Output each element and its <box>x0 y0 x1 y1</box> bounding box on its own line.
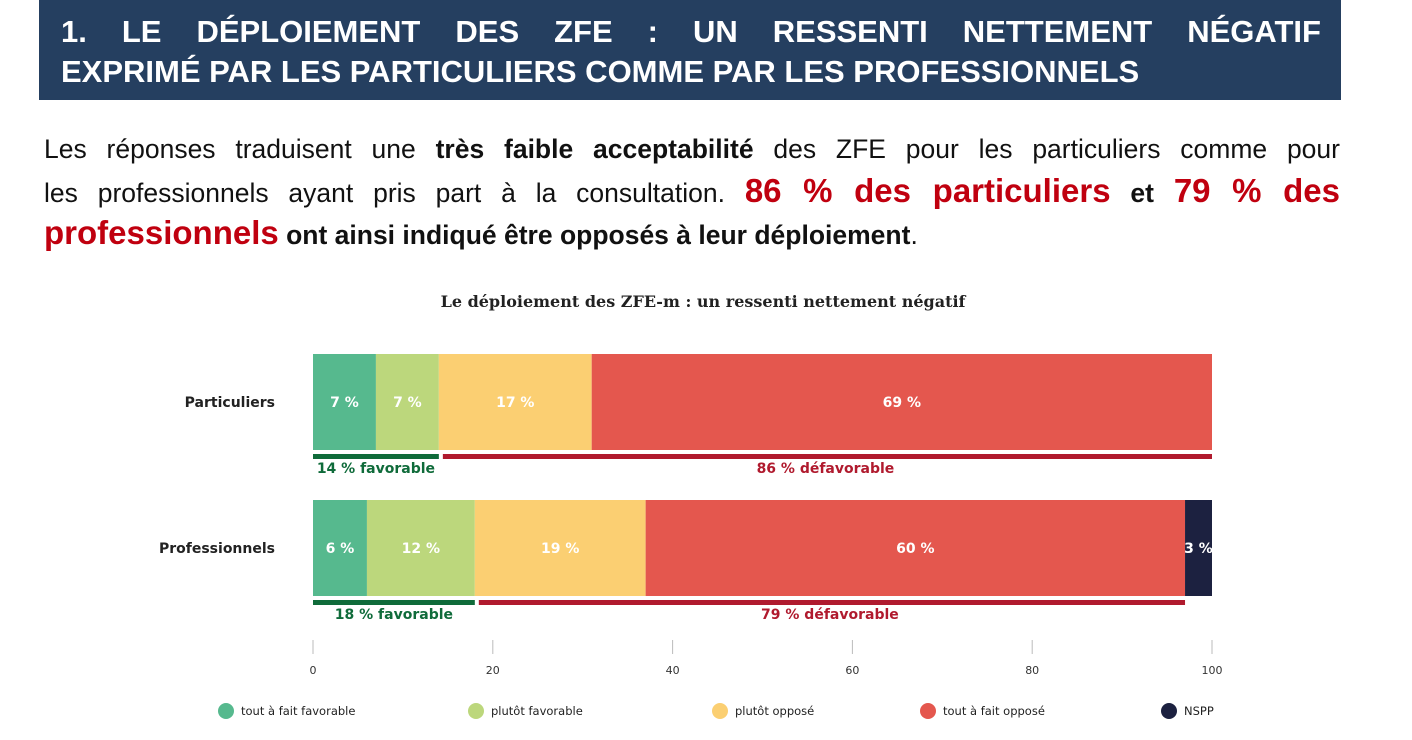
text: des ZFE pour les particuliers comme pour <box>753 134 1340 164</box>
intro-paragraph: Les réponses traduisent une très faible … <box>44 128 1340 254</box>
highlight-text: professionnels <box>44 214 279 251</box>
x-tick-label: 0 <box>310 664 317 677</box>
data-label: 12 % <box>402 541 440 557</box>
bold-text: très faible acceptabilité <box>435 134 754 164</box>
bar-segment <box>375 354 439 450</box>
legend-label: tout à fait opposé <box>943 704 1045 718</box>
bold-text: ont ainsi indiqué être opposés à leur dé… <box>278 220 911 250</box>
bar-segment <box>591 354 1212 450</box>
data-label: 7 % <box>393 395 422 411</box>
bar-segment <box>366 500 475 596</box>
section-header: 1. LE DÉPLOIEMENT DES ZFE : UN RESSENTI … <box>39 0 1341 100</box>
defavorable-bracket <box>442 454 1212 459</box>
data-label: 60 % <box>896 541 934 557</box>
bar-segment <box>1185 500 1212 596</box>
bar-segment <box>438 354 592 450</box>
x-tick-label: 60 <box>845 664 859 677</box>
defavorable-label: 86 % défavorable <box>757 461 895 477</box>
legend-swatch <box>468 703 484 719</box>
data-label: 17 % <box>496 395 534 411</box>
paragraph-line-1: Les réponses traduisent une très faible … <box>44 128 1340 170</box>
legend-swatch <box>218 703 234 719</box>
header-line-2: EXPRIMÉ PAR LES PARTICULIERS COMME PAR L… <box>61 54 1140 89</box>
favorable-label: 18 % favorable <box>335 607 453 623</box>
x-tick-label: 40 <box>666 664 680 677</box>
bar-segment <box>313 354 376 450</box>
defavorable-bracket <box>478 600 1186 605</box>
legend-label: plutôt favorable <box>491 704 583 718</box>
data-label: 6 % <box>326 541 355 557</box>
bar-segment <box>313 500 367 596</box>
legend-label: plutôt opposé <box>735 704 814 718</box>
text: Les réponses traduisent une <box>44 134 436 164</box>
legend-swatch <box>1161 703 1177 719</box>
text: . <box>910 220 918 250</box>
favorable-bracket <box>313 600 475 605</box>
data-label: 3 % <box>1184 541 1213 557</box>
header-line-1: 1. LE DÉPLOIEMENT DES ZFE : UN RESSENTI … <box>61 14 1321 49</box>
favorable-label: 14 % favorable <box>317 461 435 477</box>
favorable-bracket <box>313 454 439 459</box>
legend-swatch <box>712 703 728 719</box>
data-label: 69 % <box>883 395 921 411</box>
highlight-text: 86 % des particuliers <box>744 172 1111 209</box>
legend-label: NSPP <box>1184 704 1214 718</box>
paragraph-line-3: professionnels ont ainsi indiqué être op… <box>44 212 1340 254</box>
defavorable-label: 79 % défavorable <box>761 607 899 623</box>
chart-title: Le déploiement des ZFE-m : un ressenti n… <box>441 292 967 311</box>
bold-text: et <box>1110 178 1174 208</box>
legend-label: tout à fait favorable <box>241 704 355 718</box>
data-label: 7 % <box>330 395 359 411</box>
x-tick-label: 20 <box>486 664 500 677</box>
data-label: 19 % <box>541 541 579 557</box>
category-label: Particuliers <box>185 395 275 411</box>
x-tick-label: 100 <box>1202 664 1223 677</box>
legend-swatch <box>920 703 936 719</box>
x-tick-label: 80 <box>1025 664 1039 677</box>
category-label: Professionnels <box>159 541 275 557</box>
paragraph-line-2: les professionnels ayant pris part à la … <box>44 170 1340 212</box>
bar-segment <box>645 500 1186 596</box>
bar-segment <box>474 500 646 596</box>
text: les professionnels ayant pris part à la … <box>44 178 745 208</box>
highlight-text: 79 % des <box>1173 172 1341 209</box>
